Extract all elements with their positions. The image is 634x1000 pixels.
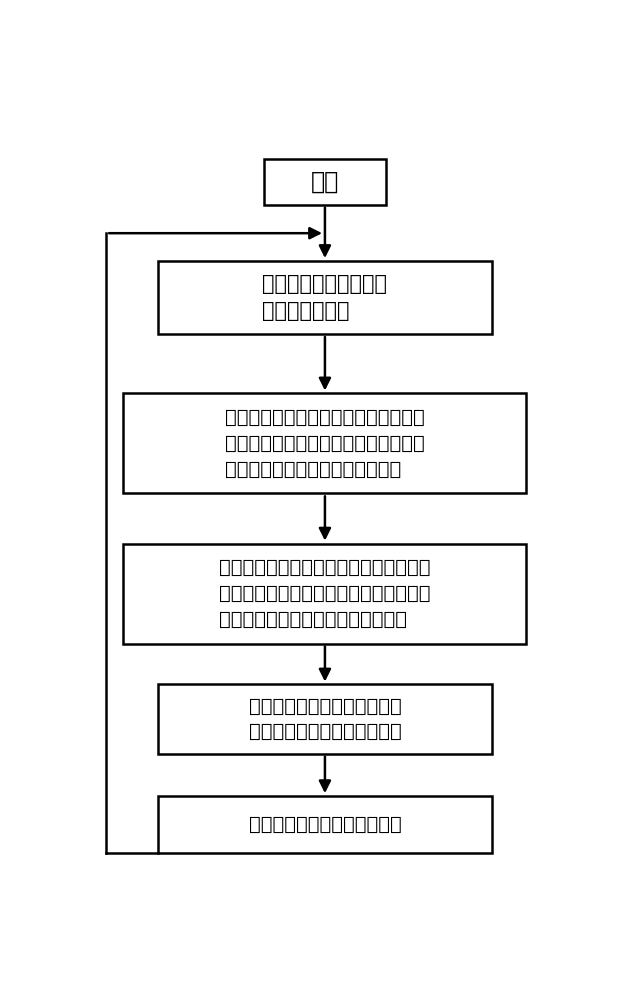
FancyBboxPatch shape xyxy=(124,544,526,644)
FancyBboxPatch shape xyxy=(264,158,386,205)
FancyBboxPatch shape xyxy=(124,393,526,493)
Text: 交通状态感知模块采集
路口车流量信息: 交通状态感知模块采集 路口车流量信息 xyxy=(262,273,387,321)
Text: 信号灯按照最优配时方案执行: 信号灯按照最优配时方案执行 xyxy=(249,815,401,834)
Text: 协调控制模块比较现行控制方案的性能指
标与调整配时后方案的性能指标，将其中
最优性能指标所对应的配时方案输出: 协调控制模块比较现行控制方案的性能指 标与调整配时后方案的性能指标，将其中 最优… xyxy=(219,558,430,629)
Text: 开始: 开始 xyxy=(311,170,339,194)
FancyBboxPatch shape xyxy=(158,796,492,853)
FancyBboxPatch shape xyxy=(158,684,492,754)
FancyBboxPatch shape xyxy=(158,261,492,334)
Text: 执行模块将最终的配时方案通
过信号配置输出给信号灯执行: 执行模块将最终的配时方案通 过信号配置输出给信号灯执行 xyxy=(249,697,401,741)
Text: 信号协调优化模块根据区域各个交叉口
间的车流信息，优化出区域各个交叉口
最优配时方案及其对应的性能指标: 信号协调优化模块根据区域各个交叉口 间的车流信息，优化出区域各个交叉口 最优配时… xyxy=(225,408,425,479)
